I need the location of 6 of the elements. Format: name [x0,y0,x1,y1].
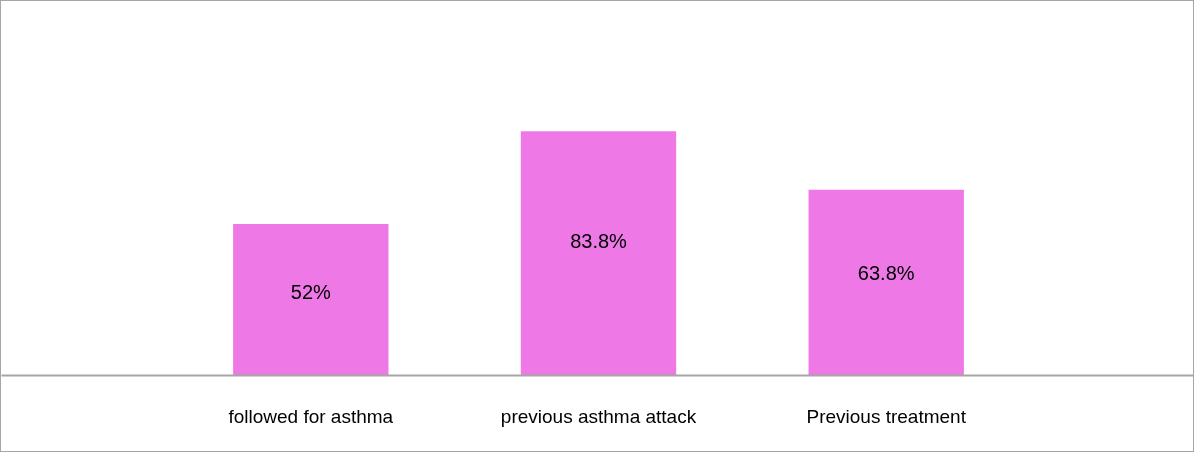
x-tick-label: Previous treatment [806,405,967,427]
data-label: 63.8% [857,262,915,285]
data-label: 52% [290,281,332,304]
x-tick-label: followed for asthma [228,405,394,427]
data-label: 83.8% [570,230,628,253]
x-tick-label: previous asthma attack [500,405,697,427]
